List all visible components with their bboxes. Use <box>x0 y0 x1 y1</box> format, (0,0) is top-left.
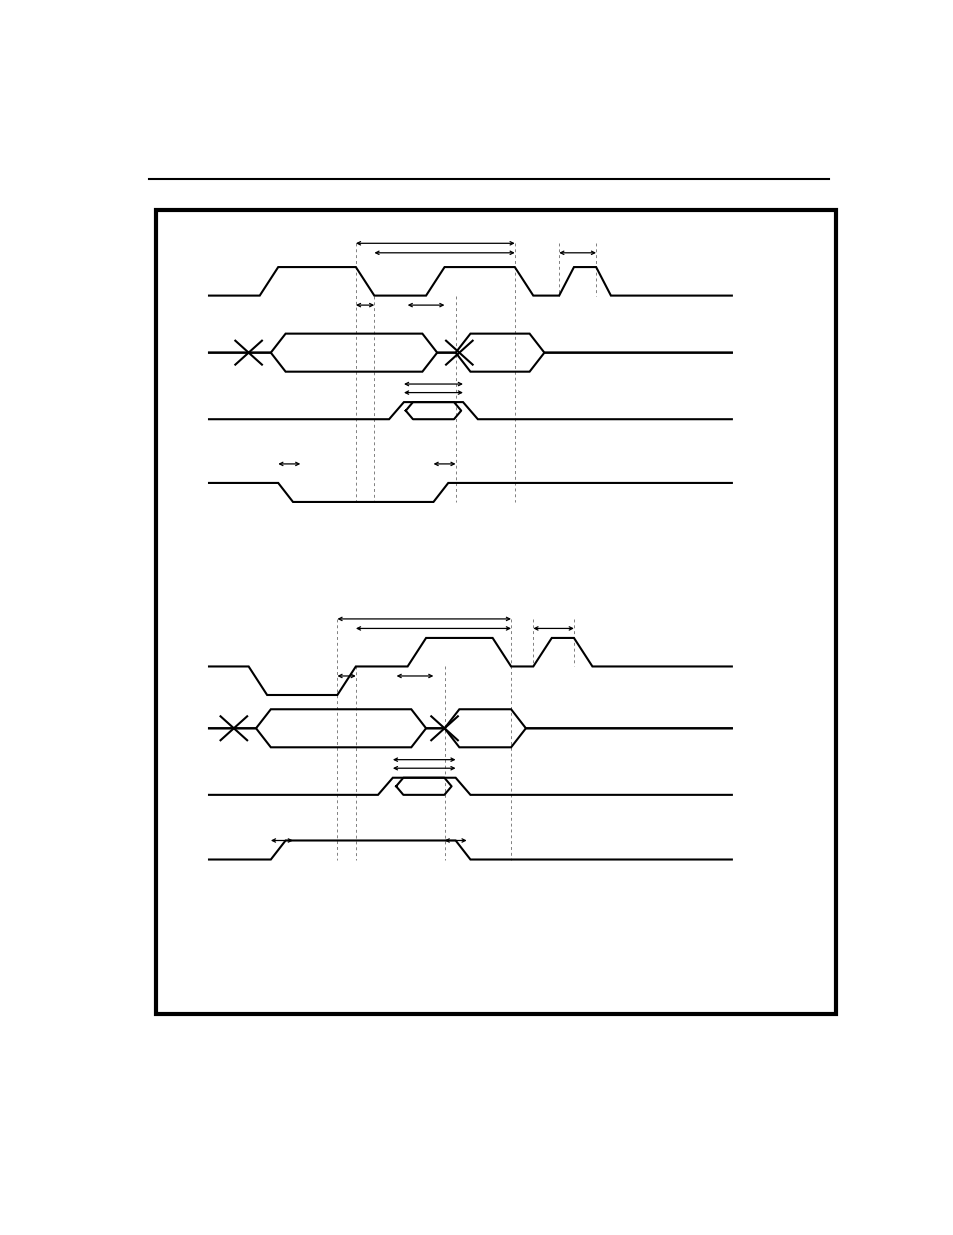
Bar <box>156 210 836 1014</box>
